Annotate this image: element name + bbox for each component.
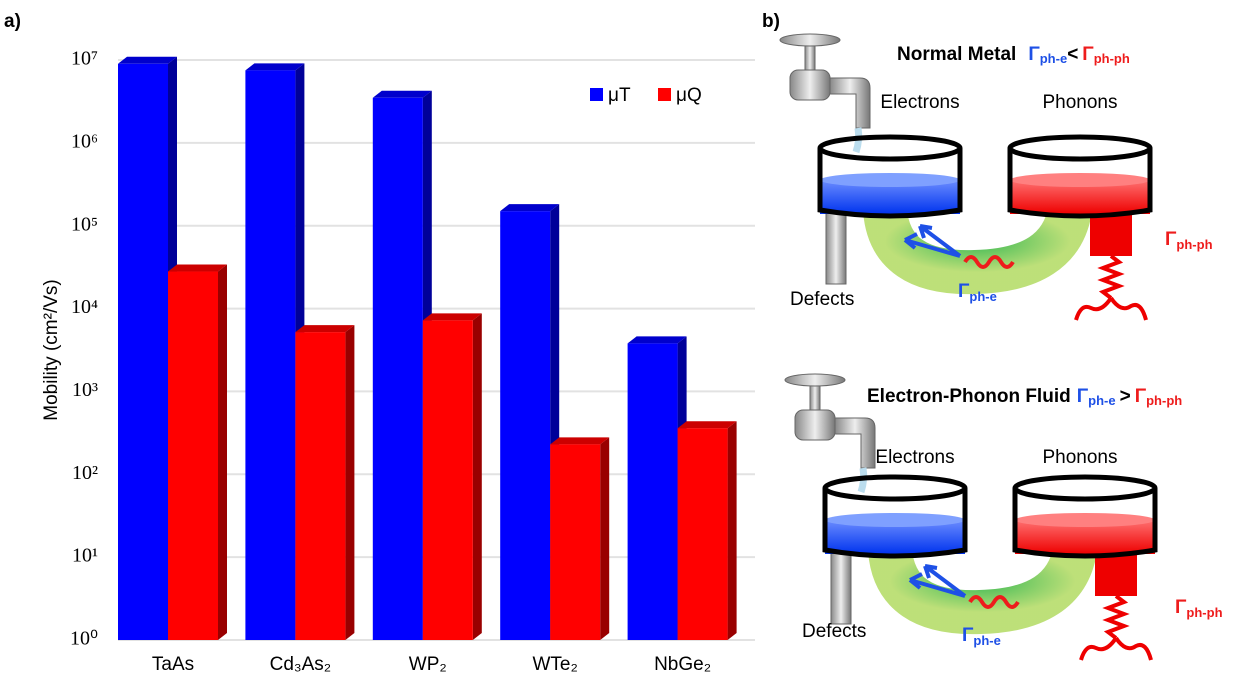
bar-side <box>728 421 737 640</box>
bar-side <box>218 265 227 640</box>
bar-top <box>373 91 432 98</box>
drain-label: Defects <box>802 621 866 642</box>
x-tick-label: NbGe₂ <box>654 654 711 675</box>
y-tick-label: 10⁰ <box>70 628 98 650</box>
panel-label: b) <box>762 11 780 32</box>
y-tick-label: 10² <box>72 462 98 484</box>
bar-top <box>168 265 227 272</box>
bar-top <box>118 57 177 64</box>
tank-label: Electrons <box>875 447 954 468</box>
tank-label: Electrons <box>880 92 959 113</box>
scene-normal <box>780 34 1150 320</box>
bar-top <box>423 313 482 320</box>
bar <box>628 343 678 640</box>
bar-side <box>600 437 609 640</box>
bar <box>168 272 218 640</box>
y-tick-label: 10⁷ <box>71 48 98 70</box>
figure: a) b) Mobility (cm²/Vs) 10⁰10¹10²10³10⁴1… <box>0 0 1258 685</box>
y-tick-label: 10¹ <box>72 545 98 567</box>
bar-top <box>628 336 687 343</box>
tank-label: Phonons <box>1042 447 1117 468</box>
y-axis-label: Mobility (cm²/Vs) <box>41 279 62 420</box>
bar <box>423 320 473 640</box>
y-tick-label: 10⁵ <box>71 213 98 235</box>
legend-label: μQ <box>676 85 702 106</box>
bar-top <box>295 325 354 332</box>
bar <box>295 332 345 640</box>
bar <box>373 98 423 640</box>
bar-top <box>550 437 609 444</box>
legend-swatch <box>590 88 603 101</box>
legend-swatch <box>658 88 671 101</box>
x-tick-label: TaAs <box>152 654 194 675</box>
x-tick-label: Cd₃As₂ <box>270 654 332 675</box>
y-tick-label: 10⁶ <box>71 130 98 152</box>
legend-label: μT <box>608 85 631 106</box>
bar <box>678 428 728 640</box>
bar-top <box>678 421 737 428</box>
bar-top <box>245 63 304 70</box>
bar <box>550 444 600 640</box>
y-tick-label: 10³ <box>72 379 98 401</box>
panel-label: a) <box>4 11 21 32</box>
x-tick-label: WP₂ <box>409 654 447 675</box>
scene-fluid <box>785 374 1155 660</box>
tank-label: Phonons <box>1042 92 1117 113</box>
chart: 10⁰ 10¹ 10² 10³ 10⁴ 10⁵ 10⁶ 10⁷ TaAs Cd₃As₂ WP₂ WTe… <box>70 48 755 675</box>
bar <box>118 64 168 640</box>
bar-top <box>500 204 559 211</box>
bar <box>500 211 550 640</box>
decay-label: Γph-ph <box>1165 229 1213 252</box>
decay-label: Γph-ph <box>1175 597 1223 620</box>
drain-label: Defects <box>790 289 854 310</box>
bar-side <box>345 325 354 640</box>
x-tick-label: WTe₂ <box>533 654 578 675</box>
y-tick-label: 10⁴ <box>71 296 98 318</box>
bar-side <box>473 313 482 640</box>
bar <box>245 70 295 640</box>
